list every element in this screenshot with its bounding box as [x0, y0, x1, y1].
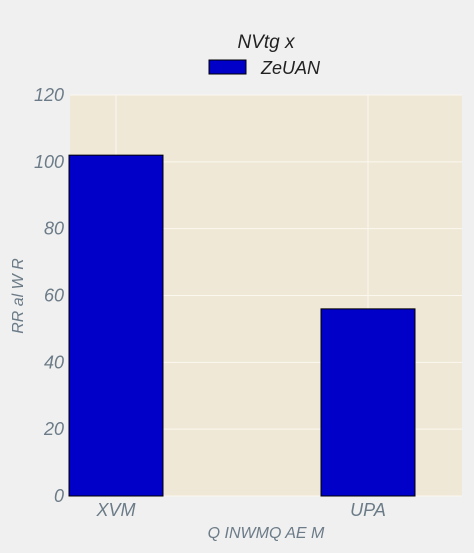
x-axis-label: Q INWMQ AE M [208, 525, 325, 542]
bar-xvm [68, 154, 164, 497]
bars [68, 154, 416, 497]
legend: NVtg x ZeUAN [208, 32, 321, 78]
y-tick-label: 40 [44, 352, 64, 372]
y-tick-label: 120 [34, 85, 64, 105]
x-tick-labels: XVM UPA [95, 500, 385, 520]
legend-title: NVtg x [237, 32, 296, 53]
legend-entry-label: ZeUAN [260, 58, 321, 78]
y-tick-label: 20 [43, 419, 64, 439]
y-tick-label: 80 [44, 219, 64, 239]
y-tick-label: 60 [44, 286, 64, 306]
y-tick-labels: 0 20 40 60 80 100 120 [34, 85, 64, 506]
y-tick-label: 100 [34, 152, 64, 172]
y-tick-label: 0 [54, 486, 64, 506]
x-tick-label: UPA [350, 500, 386, 520]
legend-swatch [208, 59, 247, 75]
x-tick-label: XVM [95, 500, 135, 520]
y-axis-label: RR al W R [10, 258, 27, 334]
bar-upa [320, 308, 416, 497]
